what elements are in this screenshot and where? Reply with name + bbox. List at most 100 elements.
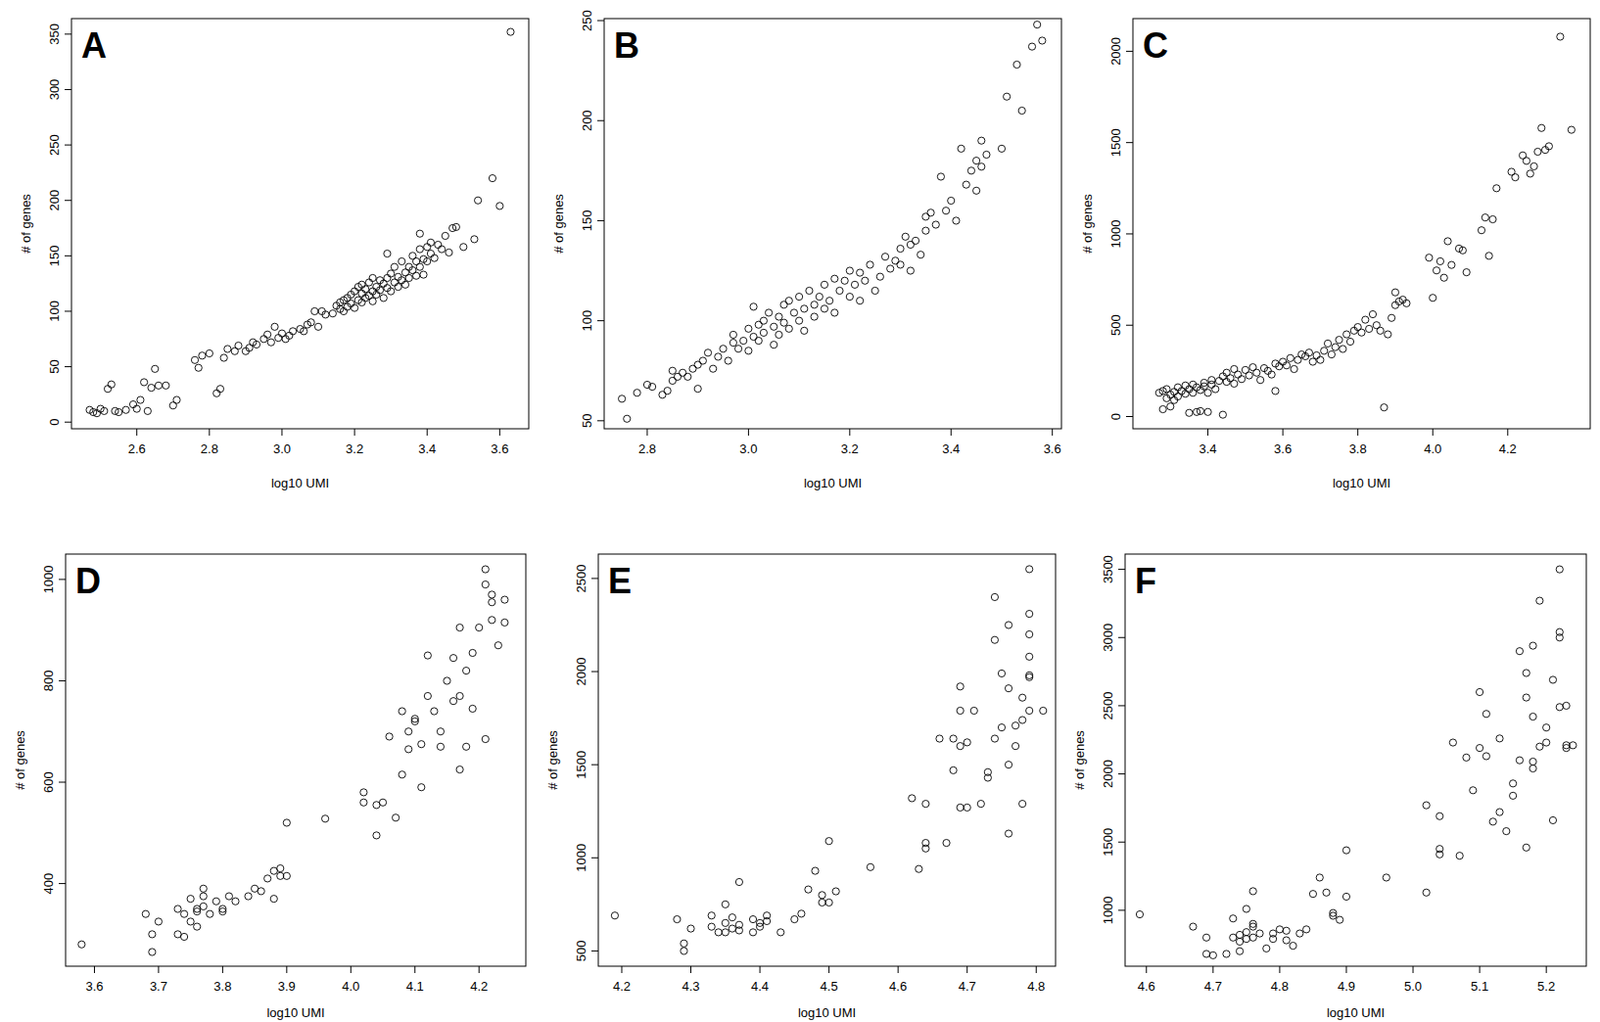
point: [1462, 269, 1470, 277]
point: [745, 325, 753, 332]
panel: 4.24.34.44.54.64.74.85001000150020002500…: [545, 554, 1056, 1021]
point: [1555, 565, 1563, 573]
point: [1290, 365, 1298, 373]
point: [1358, 329, 1365, 336]
point: [1253, 369, 1261, 377]
x-tick: [950, 428, 952, 436]
point: [1204, 408, 1212, 416]
point: [709, 365, 717, 373]
point: [1026, 610, 1034, 617]
point: [1422, 801, 1430, 809]
y-tick-label: 1000: [1100, 895, 1116, 925]
point: [1230, 379, 1238, 387]
point: [780, 319, 788, 327]
y-tick-label: 200: [579, 109, 595, 132]
point: [922, 800, 930, 808]
point: [494, 642, 502, 650]
x-tick: [1357, 428, 1359, 436]
y-tick: [64, 33, 72, 35]
y-tick: [591, 577, 599, 579]
point: [1256, 930, 1264, 938]
point: [623, 415, 631, 423]
point: [856, 297, 864, 305]
point: [1026, 630, 1034, 638]
point: [488, 174, 496, 182]
point: [1555, 628, 1563, 636]
y-tick-label: 250: [579, 9, 595, 32]
point: [1368, 310, 1376, 318]
point: [1204, 389, 1212, 397]
point: [449, 655, 457, 662]
point: [1026, 706, 1034, 714]
y-tick-label: 1500: [1100, 828, 1116, 857]
point: [922, 213, 930, 221]
point: [1200, 382, 1208, 390]
point: [405, 274, 413, 282]
y-tick-label: 2000: [1100, 759, 1116, 789]
point: [1320, 347, 1328, 355]
point: [1028, 43, 1036, 50]
y-tick: [64, 366, 72, 368]
point: [990, 636, 998, 644]
point: [1245, 372, 1253, 379]
point: [785, 325, 793, 332]
y-tick: [597, 120, 605, 122]
x-tick: [1035, 966, 1037, 974]
point: [426, 249, 434, 257]
x-tick-label: 3.4: [941, 441, 960, 457]
point: [1511, 174, 1519, 182]
point: [1555, 704, 1563, 711]
point: [780, 301, 788, 309]
point: [322, 815, 330, 823]
point: [1538, 124, 1546, 132]
point: [983, 150, 990, 158]
point: [378, 799, 386, 806]
point: [1448, 261, 1456, 269]
x-tick-label: 4.6: [1137, 979, 1156, 994]
y-tick-label: 100: [579, 310, 595, 332]
point: [1289, 942, 1297, 950]
point: [611, 912, 618, 920]
point: [1011, 743, 1019, 751]
point: [668, 367, 676, 375]
point: [1515, 756, 1523, 764]
point: [818, 892, 826, 899]
point: [369, 297, 377, 305]
x-tick-label: 4.8: [1270, 979, 1289, 994]
point: [1004, 761, 1012, 769]
point: [825, 898, 833, 906]
point: [423, 257, 431, 265]
y-tick: [1118, 842, 1126, 844]
point: [162, 381, 170, 389]
point: [1529, 642, 1537, 650]
point: [390, 263, 398, 271]
point: [1275, 363, 1283, 371]
point: [694, 361, 702, 369]
point: [252, 340, 260, 348]
point: [122, 406, 130, 414]
point: [956, 803, 964, 811]
point: [300, 328, 308, 335]
point: [759, 329, 767, 336]
point: [398, 277, 406, 284]
point: [1526, 170, 1534, 178]
point: [1329, 909, 1337, 917]
point: [1515, 648, 1523, 656]
x-tick: [222, 966, 224, 974]
y-tick: [591, 764, 599, 766]
point: [668, 376, 676, 384]
point: [932, 221, 940, 229]
points: [611, 565, 1047, 955]
point: [1509, 780, 1517, 788]
y-tick: [64, 89, 72, 91]
point: [401, 281, 409, 288]
x-tick: [426, 428, 428, 436]
y-tick-label: 600: [41, 771, 56, 794]
point: [1229, 934, 1237, 942]
x-tick: [478, 966, 480, 974]
point: [1223, 950, 1230, 958]
point: [1034, 21, 1041, 29]
point: [1185, 409, 1193, 417]
y-tick: [64, 255, 72, 257]
point: [1322, 889, 1330, 896]
